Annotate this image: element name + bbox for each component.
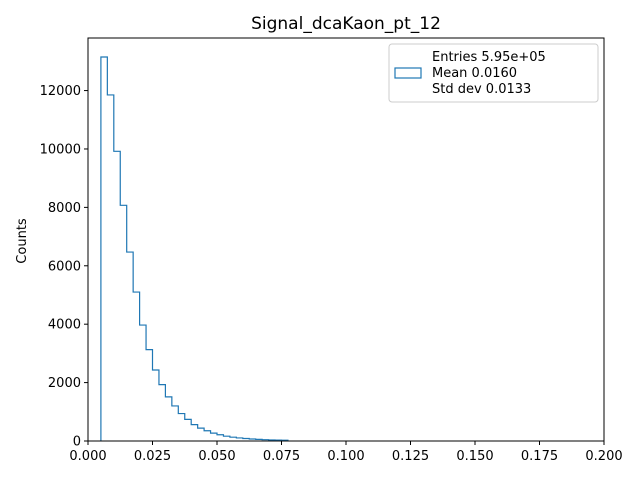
- histogram-bin: [217, 435, 223, 441]
- legend-mean-text: Mean 0.0160: [432, 66, 517, 81]
- histogram-bin: [211, 433, 217, 441]
- histogram-bin: [159, 385, 165, 441]
- x-tick-label: 0.025: [134, 449, 171, 464]
- legend-box: [388, 43, 599, 103]
- histogram-bin: [191, 425, 197, 441]
- x-tick-label: 0.200: [585, 449, 622, 464]
- histogram-step-line: [100, 56, 289, 441]
- x-tick-label: 0.125: [392, 449, 429, 464]
- histogram-bin: [114, 151, 120, 441]
- x-tick-label: 0.000: [69, 449, 106, 464]
- x-tick-label: 0.150: [456, 449, 493, 464]
- y-axis-label: Counts: [15, 218, 30, 264]
- histogram-bin: [172, 406, 178, 441]
- y-tick-label: 2000: [48, 376, 81, 391]
- x-axis: 0.000 0.025 0.050 0.075 0.100 0.125 0.150 0.175…: [69, 441, 623, 464]
- histogram-bin: [223, 436, 229, 441]
- chart-title: Signal_dcaKaon_pt_12: [251, 14, 441, 34]
- y-tick-label: 12000: [40, 84, 81, 99]
- legend: Entries 5.95e+05 Mean 0.0160 Std dev 0.0…: [388, 43, 599, 103]
- histogram-bin: [146, 350, 152, 441]
- y-tick-label: 8000: [48, 201, 81, 216]
- histogram-bin: [230, 437, 236, 441]
- y-tick-label: 6000: [48, 259, 81, 274]
- histogram-series: [100, 56, 289, 441]
- y-tick-label: 0: [73, 435, 81, 450]
- histogram-bin: [107, 95, 113, 441]
- x-tick-label: 0.075: [263, 449, 300, 464]
- histogram-bin: [198, 428, 204, 441]
- y-tick-label: 10000: [40, 142, 81, 157]
- legend-entries-text: Entries 5.95e+05: [432, 50, 546, 65]
- x-tick-label: 0.050: [198, 449, 235, 464]
- histogram-bin: [178, 414, 184, 441]
- histogram-bin: [101, 57, 107, 441]
- y-axis: 0 2000 4000 6000 8000 10000 12000: [40, 84, 88, 450]
- legend-swatch: [394, 67, 422, 79]
- y-tick-label: 4000: [48, 318, 81, 333]
- plot-frame: [87, 37, 605, 442]
- histogram-bin: [133, 292, 139, 441]
- histogram-bin: [165, 397, 171, 441]
- histogram-bin: [127, 252, 133, 441]
- histogram-bin: [204, 431, 210, 441]
- legend-stddev-text: Std dev 0.0133: [432, 82, 531, 97]
- histogram-bin: [185, 419, 191, 441]
- x-tick-label: 0.175: [521, 449, 558, 464]
- histogram-bin: [140, 325, 146, 441]
- x-tick-label: 0.100: [327, 449, 364, 464]
- histogram-bin: [120, 205, 126, 441]
- histogram-bin: [153, 370, 159, 441]
